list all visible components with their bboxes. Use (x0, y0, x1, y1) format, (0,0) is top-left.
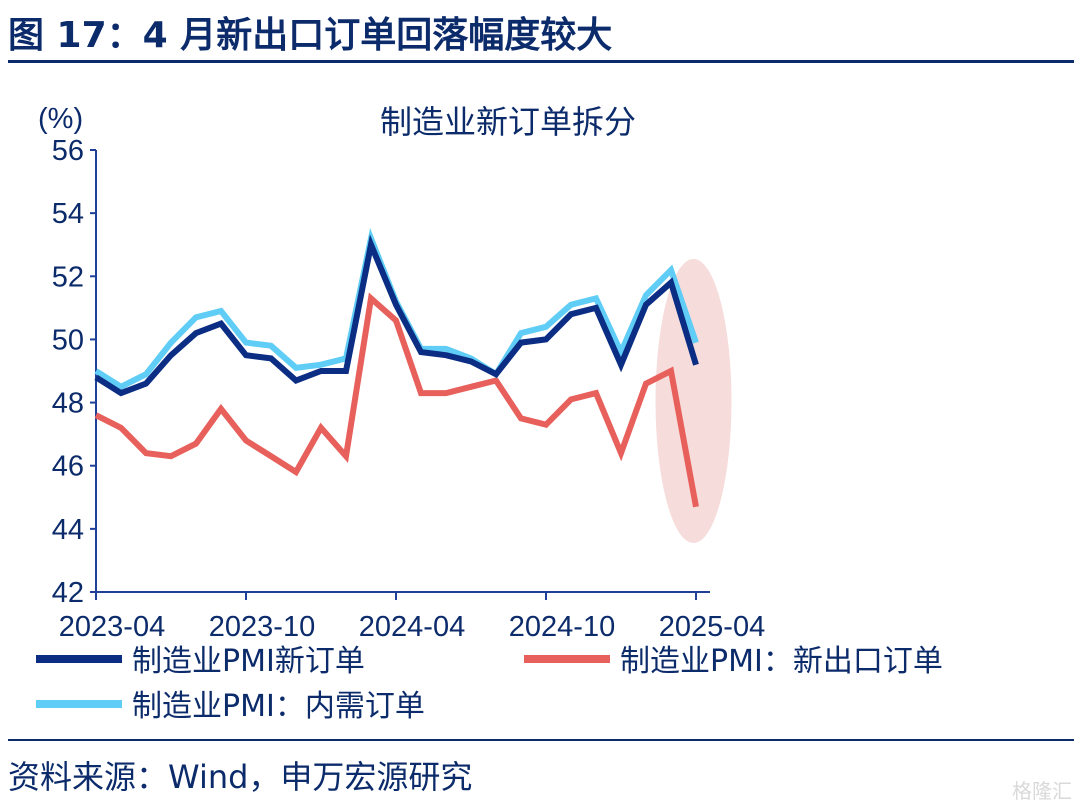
y-tick-label: 54 (52, 198, 84, 230)
title-divider (8, 60, 1074, 63)
source-note: 资料来源：Wind，申万宏源研究 (8, 758, 473, 796)
figure-title: 图 17：4 月新出口订单回落幅度较大 (8, 15, 613, 56)
x-tick-label: 2023-10 (209, 611, 315, 643)
legend-label: 制造业PMI新订单 (132, 644, 365, 679)
highlight-ellipse (655, 259, 732, 543)
axis-layer: 42 44 46 48 50 52 54 56 2023-04 2023-10 2024-04 202… (52, 135, 765, 643)
y-tick-label: 42 (52, 577, 84, 609)
y-tick-label: 56 (52, 135, 84, 167)
line-chart: 制造业新订单拆分 (%) 42 44 46 48 50 52 54 56 2023-04 2023… (36, 103, 943, 724)
y-tick-label: 50 (52, 324, 84, 356)
chart-title: 制造业新订单拆分 (380, 103, 636, 141)
series-line-2 (94, 292, 699, 508)
x-tick-label: 2025-04 (659, 611, 765, 643)
series-line-1 (94, 234, 699, 397)
legend-label: 制造业PMI：内需订单 (132, 689, 425, 724)
y-tick-label: 48 (52, 388, 84, 420)
y-tick-label: 52 (52, 261, 84, 293)
source-divider (8, 739, 1074, 741)
x-tick-label: 2023-04 (59, 611, 165, 643)
x-tick-label: 2024-04 (359, 611, 465, 643)
legend-label: 制造业PMI：新出口订单 (620, 644, 943, 679)
series-layer (94, 227, 699, 508)
x-tick-label: 2024-10 (509, 611, 615, 643)
y-unit-label: (%) (38, 103, 83, 135)
series-line-3 (94, 227, 699, 391)
y-tick-label: 46 (52, 451, 84, 483)
y-tick-label: 44 (52, 514, 84, 546)
highlight-layer (655, 259, 732, 543)
watermark: 格隆汇 (1012, 779, 1072, 803)
